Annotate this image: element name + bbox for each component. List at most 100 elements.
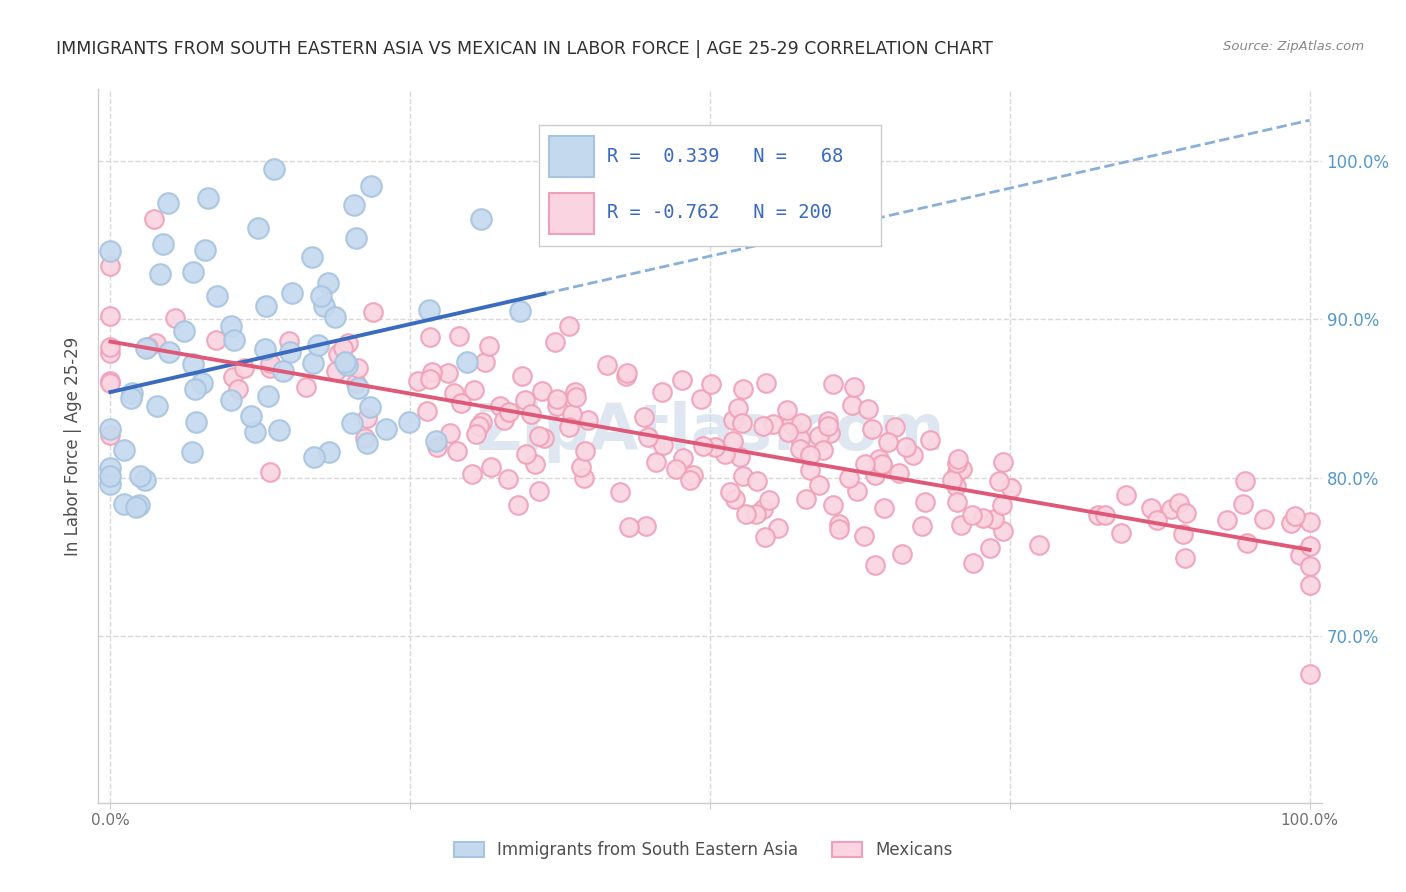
Point bbox=[465, 426, 488, 441]
Point bbox=[311, 288, 333, 302]
Point bbox=[245, 425, 267, 440]
Point bbox=[183, 357, 205, 371]
Point bbox=[302, 450, 325, 464]
Point bbox=[121, 385, 143, 400]
Point bbox=[1140, 500, 1163, 515]
Point bbox=[205, 289, 228, 303]
Point bbox=[359, 401, 381, 415]
Point bbox=[498, 404, 520, 418]
Point bbox=[1115, 487, 1137, 501]
Point bbox=[993, 524, 1015, 538]
Point bbox=[731, 417, 754, 431]
Point bbox=[569, 460, 592, 475]
Point bbox=[246, 220, 269, 235]
Point bbox=[945, 479, 967, 493]
Point bbox=[263, 162, 285, 177]
Point bbox=[914, 495, 936, 509]
Point bbox=[860, 422, 883, 436]
Point bbox=[425, 434, 447, 448]
Point bbox=[946, 452, 969, 467]
Point bbox=[1298, 515, 1320, 529]
Point bbox=[1298, 540, 1320, 554]
Point bbox=[561, 408, 583, 422]
Point bbox=[619, 520, 641, 534]
Point bbox=[128, 469, 150, 483]
Point bbox=[868, 452, 890, 467]
Point bbox=[941, 473, 963, 487]
Point bbox=[780, 417, 803, 431]
Point bbox=[471, 416, 494, 430]
Point bbox=[1298, 578, 1320, 592]
Point bbox=[651, 384, 673, 399]
Point bbox=[222, 370, 245, 384]
Point bbox=[1028, 538, 1050, 552]
Point bbox=[918, 434, 941, 448]
Point bbox=[634, 519, 657, 533]
Point bbox=[852, 529, 875, 543]
Point bbox=[145, 399, 167, 413]
Point bbox=[1173, 527, 1195, 541]
Point bbox=[1174, 550, 1197, 565]
Y-axis label: In Labor Force | Age 25-29: In Labor Force | Age 25-29 bbox=[65, 336, 83, 556]
Point bbox=[721, 434, 744, 449]
Point bbox=[950, 462, 973, 476]
Point bbox=[205, 333, 228, 347]
Point bbox=[758, 493, 780, 508]
Point bbox=[254, 299, 277, 313]
Point bbox=[633, 410, 655, 425]
Point bbox=[419, 371, 441, 385]
Point bbox=[194, 243, 217, 257]
Point bbox=[173, 324, 195, 338]
Point bbox=[142, 211, 165, 226]
Point bbox=[152, 236, 174, 251]
Point bbox=[136, 340, 159, 354]
Point bbox=[506, 499, 529, 513]
Point bbox=[100, 340, 122, 354]
Point bbox=[135, 341, 157, 355]
Point bbox=[273, 364, 295, 378]
Point bbox=[125, 500, 148, 514]
Point bbox=[325, 364, 347, 378]
Point bbox=[184, 415, 207, 429]
Point bbox=[226, 382, 249, 396]
Point bbox=[1232, 498, 1254, 512]
Point bbox=[134, 473, 156, 487]
Point bbox=[232, 360, 254, 375]
Point bbox=[326, 347, 349, 361]
Point bbox=[595, 358, 617, 372]
Point bbox=[443, 386, 465, 401]
Point bbox=[219, 393, 242, 408]
Point bbox=[512, 369, 534, 384]
Point bbox=[789, 442, 811, 456]
Point bbox=[197, 190, 219, 204]
Point bbox=[509, 304, 531, 318]
Point bbox=[1000, 481, 1022, 495]
Point bbox=[278, 334, 301, 349]
Point bbox=[731, 469, 754, 483]
Point bbox=[842, 380, 865, 394]
Point bbox=[446, 444, 468, 458]
Point bbox=[823, 377, 845, 392]
Point bbox=[841, 398, 863, 412]
Point bbox=[713, 447, 735, 461]
Point bbox=[775, 403, 797, 417]
Point bbox=[546, 400, 568, 414]
Point bbox=[278, 345, 301, 359]
Point bbox=[100, 428, 122, 442]
Point bbox=[901, 448, 924, 462]
Point bbox=[870, 457, 893, 471]
Point bbox=[704, 440, 727, 454]
Point bbox=[609, 485, 631, 500]
Point bbox=[100, 460, 122, 475]
Point bbox=[889, 467, 911, 481]
Point bbox=[574, 444, 596, 458]
Point bbox=[637, 430, 659, 444]
Point bbox=[240, 409, 263, 423]
Point bbox=[856, 401, 879, 416]
Point bbox=[100, 375, 122, 389]
Point bbox=[828, 517, 851, 532]
Text: ZipAtlas.com: ZipAtlas.com bbox=[475, 401, 945, 463]
Point bbox=[316, 277, 339, 291]
Point bbox=[945, 456, 967, 470]
Point bbox=[1094, 508, 1116, 522]
